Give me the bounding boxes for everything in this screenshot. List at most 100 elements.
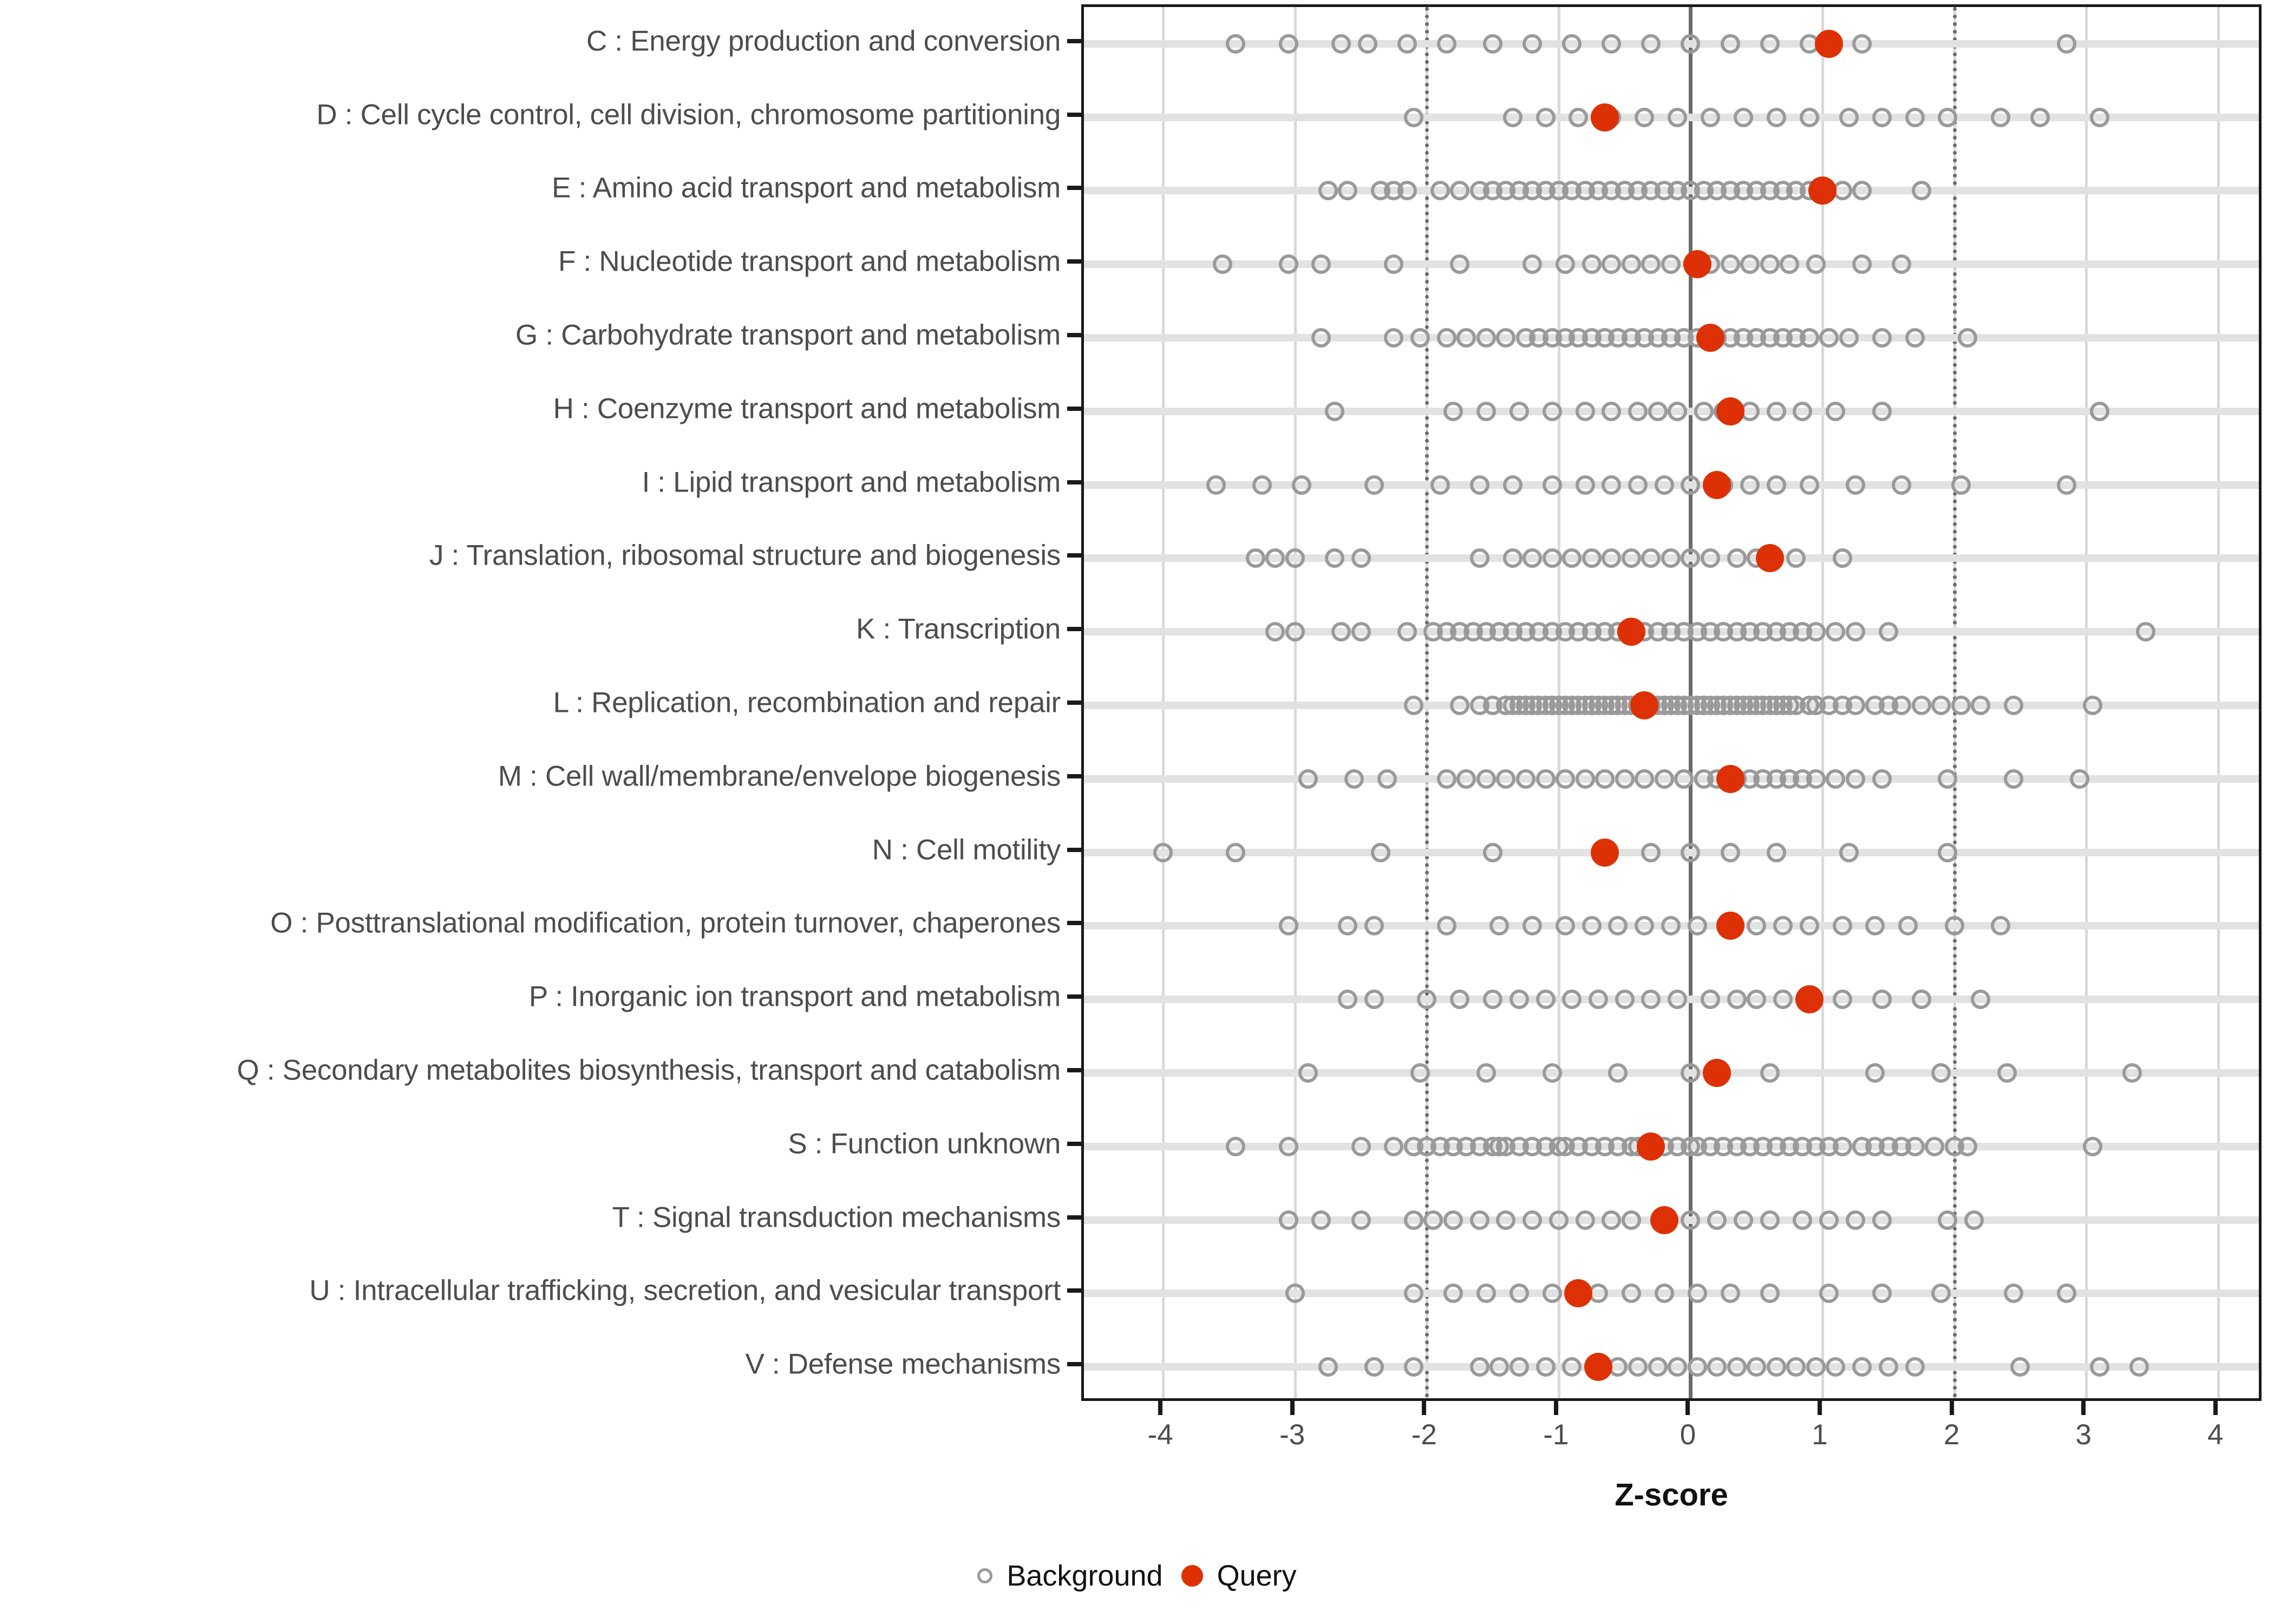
background-point bbox=[1338, 181, 1358, 201]
background-point bbox=[1602, 34, 1622, 54]
query-point[interactable] bbox=[1815, 29, 1844, 58]
y-axis-tick bbox=[1067, 186, 1081, 191]
background-point bbox=[1403, 1357, 1423, 1377]
plot-area bbox=[1084, 7, 2259, 1398]
background-point bbox=[1898, 916, 1918, 936]
background-point bbox=[1799, 916, 1819, 936]
background-point bbox=[1681, 475, 1701, 495]
background-point bbox=[1766, 401, 1786, 421]
x-axis-tick bbox=[1553, 1401, 1558, 1415]
query-point[interactable] bbox=[1617, 618, 1645, 646]
background-point bbox=[1760, 1284, 1780, 1304]
background-point bbox=[1905, 1357, 1925, 1377]
query-point[interactable] bbox=[1584, 1353, 1612, 1381]
background-point bbox=[1938, 1210, 1958, 1230]
background-point bbox=[1423, 1210, 1443, 1230]
background-point bbox=[1496, 1210, 1516, 1230]
query-point[interactable] bbox=[1630, 691, 1659, 719]
y-axis-label: U : Intracellular trafficking, secretion… bbox=[309, 1274, 1061, 1307]
background-point bbox=[1450, 990, 1470, 1010]
query-point[interactable] bbox=[1683, 250, 1711, 279]
background-point bbox=[1990, 107, 2010, 127]
legend-item-background[interactable]: Background bbox=[977, 1559, 1163, 1593]
y-axis-label: I : Lipid transport and metabolism bbox=[642, 466, 1061, 499]
query-point[interactable] bbox=[1564, 1279, 1593, 1308]
background-point bbox=[1469, 548, 1489, 568]
background-point bbox=[1509, 401, 1529, 421]
background-point bbox=[1845, 622, 1865, 642]
background-point bbox=[1681, 34, 1701, 54]
background-point bbox=[1403, 1284, 1423, 1304]
background-point bbox=[1872, 769, 1892, 789]
query-point[interactable] bbox=[1637, 1132, 1665, 1161]
background-point bbox=[1456, 328, 1476, 348]
background-point bbox=[1700, 548, 1720, 568]
query-point[interactable] bbox=[1716, 397, 1744, 425]
background-point bbox=[1397, 622, 1417, 642]
background-point bbox=[1872, 107, 1892, 127]
background-point bbox=[1364, 1357, 1384, 1377]
y-axis-label: L : Replication, recombination and repai… bbox=[553, 686, 1061, 719]
query-point[interactable] bbox=[1591, 103, 1619, 132]
query-point[interactable] bbox=[1703, 470, 1731, 499]
background-point bbox=[1562, 990, 1582, 1010]
background-point bbox=[1384, 254, 1404, 274]
background-point bbox=[1509, 1284, 1529, 1304]
background-point bbox=[1687, 1357, 1707, 1377]
query-point[interactable] bbox=[1755, 544, 1784, 573]
background-point bbox=[1535, 769, 1556, 789]
y-axis-tick bbox=[1067, 1215, 1081, 1220]
background-point bbox=[2083, 1136, 2103, 1156]
background-point bbox=[1799, 328, 1819, 348]
background-point bbox=[1845, 475, 1865, 495]
background-point bbox=[1628, 1357, 1648, 1377]
x-axis-tick bbox=[1290, 1401, 1295, 1415]
y-axis-label: V : Defense mechanisms bbox=[745, 1348, 1061, 1380]
background-point bbox=[1502, 107, 1522, 127]
query-point[interactable] bbox=[1591, 838, 1619, 867]
background-point bbox=[1298, 1063, 1318, 1083]
background-point bbox=[1357, 34, 1377, 54]
legend-item-query[interactable]: Query bbox=[1181, 1559, 1297, 1593]
background-point bbox=[1377, 769, 1397, 789]
background-point bbox=[1502, 548, 1522, 568]
background-point bbox=[1957, 328, 1977, 348]
background-point bbox=[1720, 34, 1740, 54]
background-point bbox=[1602, 548, 1622, 568]
background-point bbox=[1661, 916, 1681, 936]
background-point bbox=[1845, 696, 1865, 715]
background-point bbox=[1819, 1210, 1839, 1230]
background-point bbox=[1872, 990, 1892, 1010]
background-point bbox=[1318, 181, 1338, 201]
background-point bbox=[1747, 990, 1767, 1010]
x-axis-ticks: -4 -3 -2 -1 0 1 2 3 4 bbox=[1081, 1401, 2262, 1466]
query-point[interactable] bbox=[1716, 912, 1744, 940]
background-point bbox=[1931, 1284, 1951, 1304]
background-point bbox=[1654, 475, 1674, 495]
x-axis-tick-label: -4 bbox=[1147, 1419, 1173, 1451]
query-point[interactable] bbox=[1808, 176, 1837, 205]
background-point bbox=[1351, 622, 1371, 642]
background-point bbox=[1865, 916, 1885, 936]
background-point bbox=[1476, 1284, 1496, 1304]
background-point bbox=[1608, 1063, 1628, 1083]
background-point bbox=[1324, 548, 1344, 568]
background-point bbox=[1582, 548, 1602, 568]
background-point bbox=[1450, 696, 1470, 715]
background-point bbox=[1700, 990, 1720, 1010]
y-axis-tick bbox=[1067, 774, 1081, 778]
background-point bbox=[1938, 107, 1958, 127]
background-point bbox=[1417, 990, 1437, 1010]
query-point[interactable] bbox=[1703, 1058, 1731, 1087]
query-point[interactable] bbox=[1716, 764, 1744, 793]
query-point[interactable] bbox=[1795, 985, 1824, 1014]
background-point bbox=[1436, 769, 1456, 789]
query-point[interactable] bbox=[1650, 1206, 1678, 1234]
query-point[interactable] bbox=[1696, 324, 1724, 352]
background-point bbox=[1786, 548, 1806, 568]
background-point bbox=[1489, 1357, 1510, 1377]
background-point bbox=[1324, 401, 1344, 421]
background-point bbox=[1535, 107, 1556, 127]
background-point bbox=[1542, 475, 1562, 495]
x-axis-tick-label: 4 bbox=[2207, 1419, 2224, 1451]
